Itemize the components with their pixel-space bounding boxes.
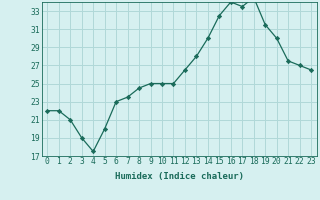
X-axis label: Humidex (Indice chaleur): Humidex (Indice chaleur) — [115, 172, 244, 181]
